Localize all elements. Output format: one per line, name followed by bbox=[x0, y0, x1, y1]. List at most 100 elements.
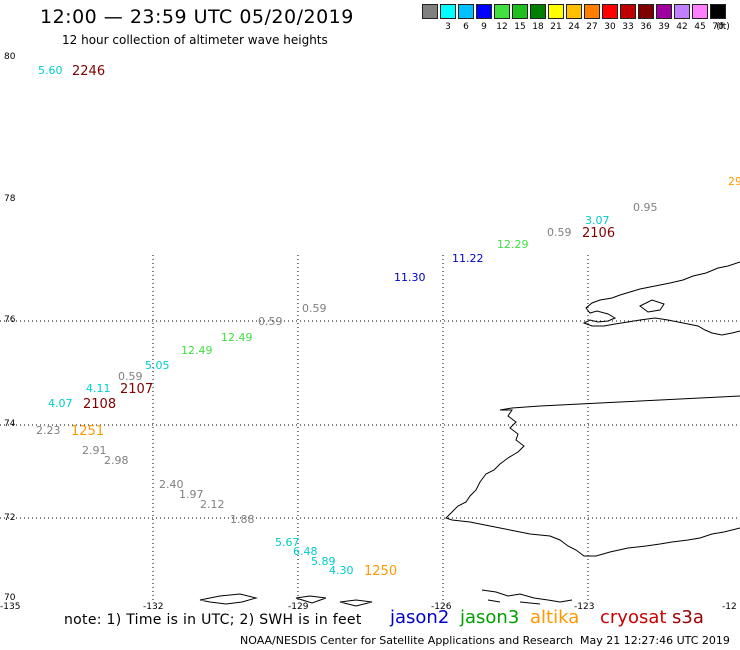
lat-label: 78 bbox=[4, 194, 16, 204]
wave-height-label: 0.59 bbox=[547, 226, 572, 239]
wave-height-label: 5.67 bbox=[275, 536, 300, 549]
scale-swatch bbox=[476, 4, 492, 19]
wave-height-label: 1.97 bbox=[179, 488, 204, 501]
scale-swatch bbox=[440, 4, 456, 19]
banks-island-inlet bbox=[639, 299, 665, 313]
scale-label: 33 bbox=[622, 22, 634, 32]
wave-height-label: 1.88 bbox=[230, 513, 255, 526]
scale-label: 39 bbox=[658, 22, 670, 32]
pass-time-label: 1251 bbox=[71, 424, 104, 439]
scale-label: 18 bbox=[532, 22, 544, 32]
scale-label: 3 bbox=[445, 22, 451, 32]
scale-swatch bbox=[512, 4, 528, 19]
pass-time-label: 2246 bbox=[72, 64, 105, 79]
longitude-labels: -135 -132 -129 -126 -123 -12 bbox=[0, 602, 737, 612]
lon-label: -126 bbox=[431, 602, 452, 612]
wave-height-label: 11.30 bbox=[394, 271, 426, 284]
wave-height-label: 4.07 bbox=[48, 397, 73, 410]
satellite-jason3: jason3 bbox=[460, 607, 520, 628]
wave-height-label: 12.29 bbox=[497, 238, 529, 251]
scale-label: 45 bbox=[694, 22, 706, 32]
wave-height-label: 12.49 bbox=[181, 344, 213, 357]
latitude-labels: 80 78 76 74 72 70 bbox=[4, 52, 16, 603]
scale-label: 24 bbox=[568, 22, 580, 32]
scale-label: 12 bbox=[496, 22, 508, 32]
lon-label: -135 bbox=[0, 602, 20, 612]
scale-label: 6 bbox=[463, 22, 469, 32]
lon-label: -123 bbox=[574, 602, 594, 612]
scale-label: 9 bbox=[481, 22, 487, 32]
coastline bbox=[199, 261, 740, 607]
wave-height-label: 0.95 bbox=[633, 201, 658, 214]
wave-height-label: 11.22 bbox=[452, 252, 484, 265]
scale-swatch bbox=[494, 4, 510, 19]
wave-height-label: 4.11 bbox=[86, 382, 111, 395]
wave-height-label: 2.12 bbox=[200, 498, 225, 511]
scale-swatch bbox=[566, 4, 582, 19]
graticule bbox=[0, 255, 740, 600]
scale-swatch bbox=[422, 4, 438, 19]
lon-label: -132 bbox=[143, 602, 163, 612]
lat-label: 74 bbox=[4, 419, 16, 429]
scale-swatch bbox=[548, 4, 564, 19]
observations: 5.60 2246 29 0.95 3.07 0.59 2106 12.29 11.22 11.3… bbox=[36, 64, 740, 579]
map-title: 12:00 — 23:59 UTC 05/20/2019 bbox=[40, 6, 354, 28]
scale-swatch bbox=[458, 4, 474, 19]
yukon-coast bbox=[199, 593, 373, 607]
footer-note: note: 1) Time is in UTC; 2) SWH is in fe… bbox=[64, 612, 362, 628]
scale-swatch bbox=[656, 4, 672, 19]
scale-swatch bbox=[620, 4, 636, 19]
mainland-coast-north bbox=[445, 395, 740, 557]
pass-time-label: 2107 bbox=[120, 382, 153, 397]
wave-height-label: 0.59 bbox=[302, 302, 327, 315]
scale-label: 27 bbox=[586, 22, 598, 32]
wave-height-label: 0.59 bbox=[258, 315, 283, 328]
mackenzie-delta-islands bbox=[481, 589, 573, 605]
wave-height-label: 29 bbox=[728, 175, 740, 188]
wave-height-label: 4.30 bbox=[329, 564, 354, 577]
pass-time-label: 2106 bbox=[582, 226, 615, 241]
wave-height-label: 5.89 bbox=[311, 555, 336, 568]
banks-island-coast bbox=[582, 261, 740, 336]
lat-label: 70 bbox=[4, 593, 16, 603]
scale-swatch bbox=[602, 4, 618, 19]
scale-label: 70 bbox=[712, 22, 724, 32]
lon-label: -129 bbox=[288, 602, 309, 612]
wave-height-label: 2.98 bbox=[104, 454, 129, 467]
satellite-cryosat: cryosat bbox=[600, 607, 667, 628]
lon-label: -12 bbox=[722, 602, 737, 612]
pass-time-label: 2108 bbox=[83, 397, 116, 412]
wave-height-label: 12.49 bbox=[221, 331, 253, 344]
scale-unit-label: (ft) bbox=[716, 22, 730, 32]
scale-swatch bbox=[692, 4, 708, 19]
scale-label: 15 bbox=[514, 22, 526, 32]
scale-swatch bbox=[584, 4, 600, 19]
scale-swatch bbox=[710, 4, 726, 19]
scale-label: 21 bbox=[550, 22, 562, 32]
wave-height-label: 0.59 bbox=[118, 370, 143, 383]
scale-label: 36 bbox=[640, 22, 652, 32]
lat-label: 76 bbox=[4, 315, 16, 325]
scale-swatch bbox=[638, 4, 654, 19]
lat-label: 80 bbox=[4, 52, 16, 62]
wave-height-label: 2.40 bbox=[159, 478, 184, 491]
wave-height-label: 2.91 bbox=[82, 444, 107, 457]
scale-swatch bbox=[674, 4, 690, 19]
wave-height-label: 3.07 bbox=[585, 214, 610, 227]
wave-height-label: 5.60 bbox=[38, 64, 63, 77]
scale-label: 30 bbox=[604, 22, 616, 32]
lat-label: 72 bbox=[4, 513, 15, 523]
wave-height-label: 6.48 bbox=[293, 545, 318, 558]
map-subtitle: 12 hour collection of altimeter wave hei… bbox=[62, 33, 328, 47]
scale-swatch bbox=[530, 4, 546, 19]
scale-label: 42 bbox=[676, 22, 688, 32]
pass-time-label: 1250 bbox=[364, 564, 397, 579]
satellite-altika: altika bbox=[530, 607, 580, 628]
wave-height-label: 5.05 bbox=[145, 359, 170, 372]
satellite-jason2: jason2 bbox=[390, 607, 450, 628]
credit-line: NOAA/NESDIS Center for Satellite Applica… bbox=[240, 634, 574, 647]
generated-timestamp: May 21 12:27:46 UTC 2019 bbox=[580, 634, 730, 647]
wave-height-label: 2.23 bbox=[36, 424, 61, 437]
satellite-s3a: s3a bbox=[672, 607, 704, 628]
